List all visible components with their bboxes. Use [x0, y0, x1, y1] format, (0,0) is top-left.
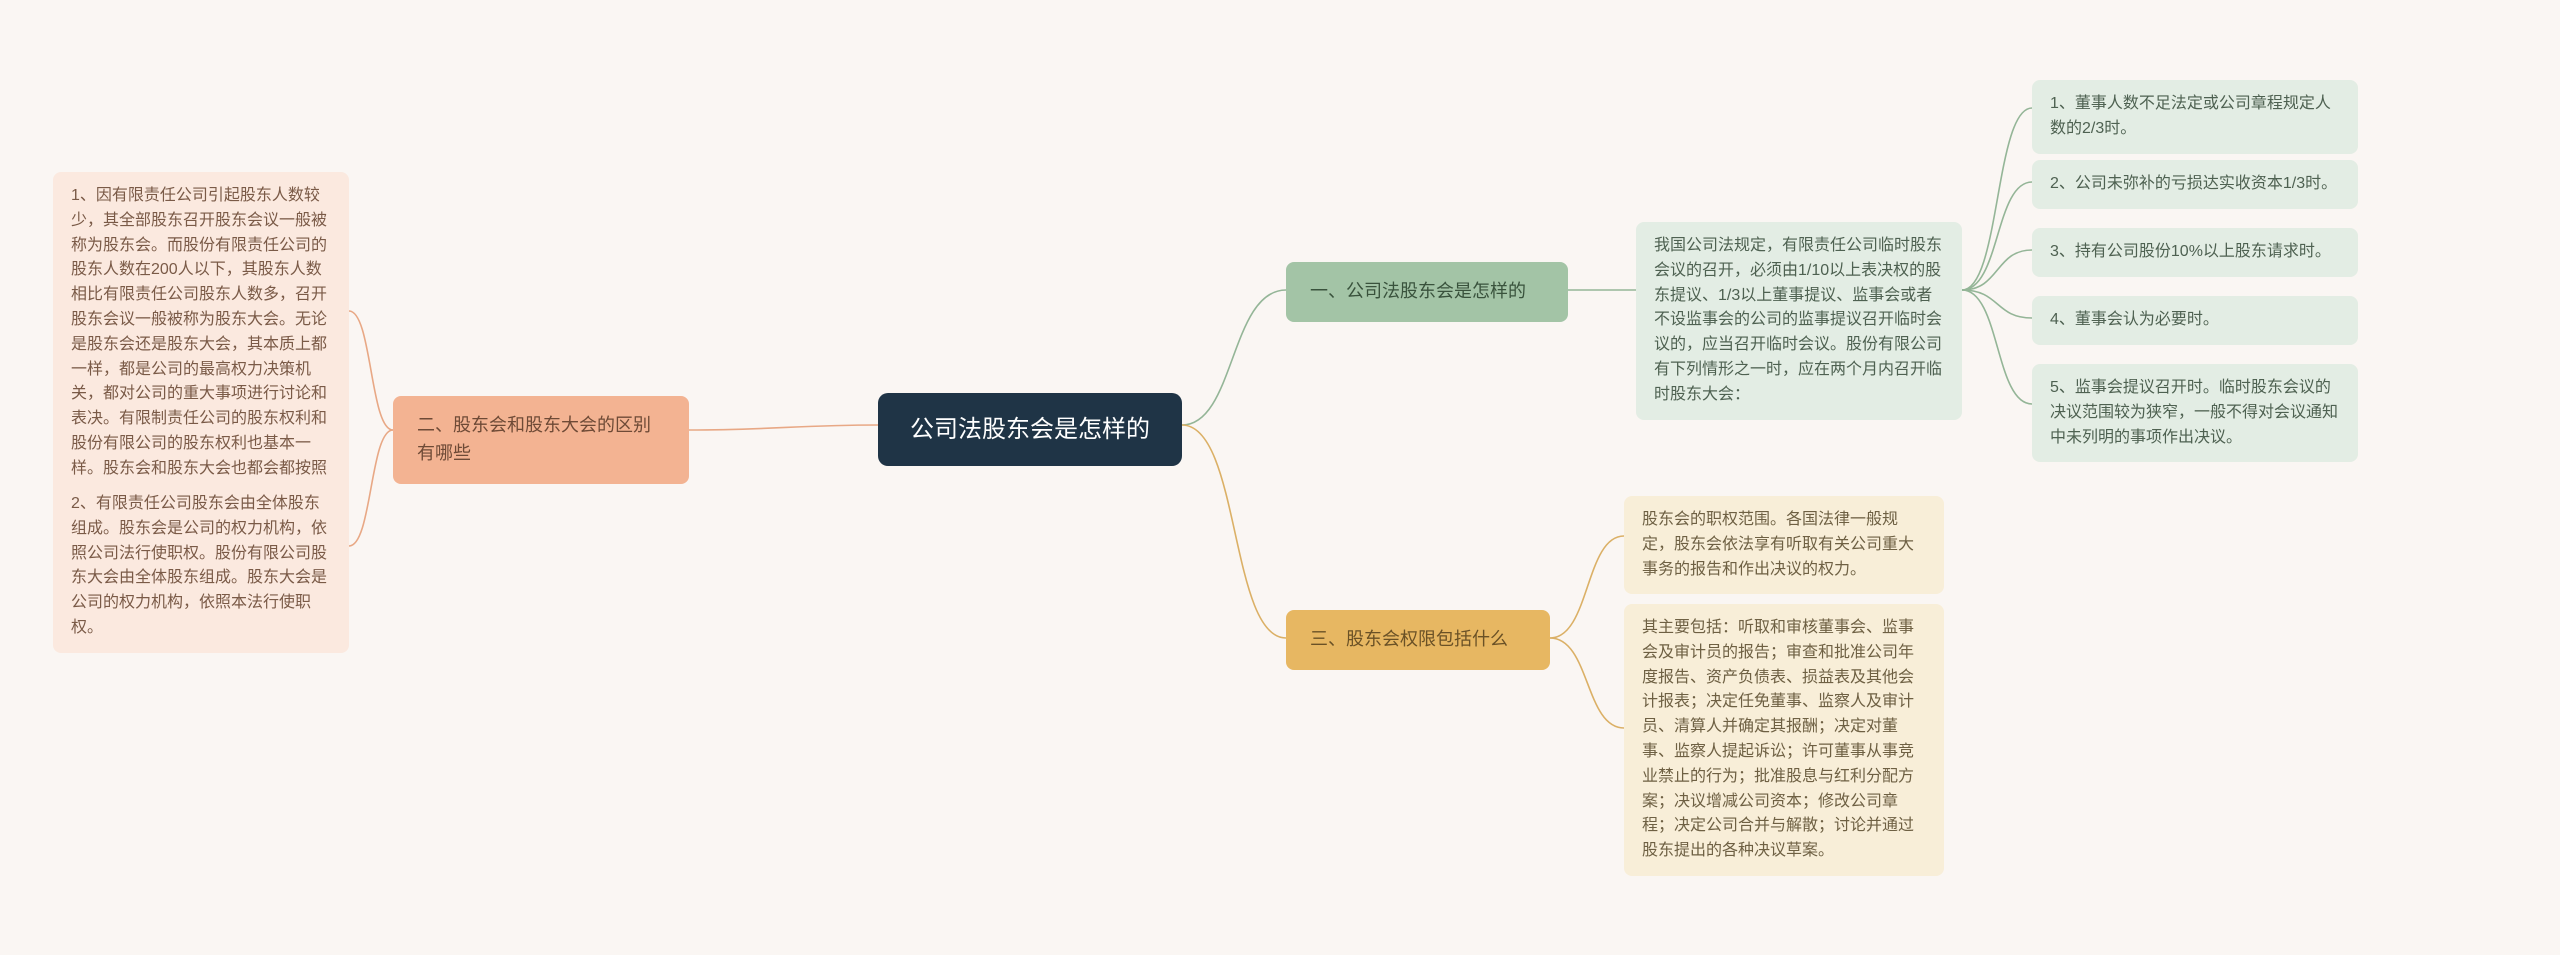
branch2-leaf[interactable]: 2、有限责任公司股东会由全体股东组成。股东会是公司的权力机构，依照公司法行使职权…: [53, 480, 349, 653]
edge: [1962, 182, 2032, 290]
branch3-label: 三、股东会权限包括什么: [1310, 629, 1508, 649]
mindmap-canvas: 公司法股东会是怎样的 一、公司法股东会是怎样的 我国公司法规定，有限责任公司临时…: [0, 0, 2560, 955]
center-label: 公司法股东会是怎样的: [910, 416, 1150, 443]
branch1-leaf[interactable]: 5、监事会提议召开时。临时股东会议的决议范围较为狭窄，一般不得对会议通知中未列明…: [2032, 364, 2358, 462]
leaf-text: 4、董事会认为必要时。: [2050, 311, 2219, 328]
branch2-leaf[interactable]: 1、因有限责任公司引起股东人数较少，其全部股东召开股东会议一般被称为股东会。而股…: [53, 172, 349, 518]
leaf-text: 其主要包括：听取和审核董事会、监事会及审计员的报告；审查和批准公司年度报告、资产…: [1642, 619, 1914, 859]
edge: [1962, 250, 2032, 290]
edge: [689, 425, 878, 430]
branch3-node[interactable]: 三、股东会权限包括什么: [1286, 610, 1550, 670]
edge: [1550, 638, 1624, 728]
branch1-leaf[interactable]: 4、董事会认为必要时。: [2032, 296, 2358, 345]
leaf-text: 3、持有公司股份10%以上股东请求时。: [2050, 243, 2331, 260]
branch3-leaf[interactable]: 股东会的职权范围。各国法律一般规定，股东会依法享有听取有关公司重大事务的报告和作…: [1624, 496, 1944, 594]
center-node[interactable]: 公司法股东会是怎样的: [878, 393, 1182, 466]
branch3-leaf[interactable]: 其主要包括：听取和审核董事会、监事会及审计员的报告；审查和批准公司年度报告、资产…: [1624, 604, 1944, 876]
leaf-text: 2、公司未弥补的亏损达实收资本1/3时。: [2050, 175, 2337, 192]
leaf-text: 股东会的职权范围。各国法律一般规定，股东会依法享有听取有关公司重大事务的报告和作…: [1642, 511, 1914, 578]
branch1-leaf[interactable]: 1、董事人数不足法定或公司章程规定人数的2/3时。: [2032, 80, 2358, 154]
branch2-label: 二、股东会和股东大会的区别有哪些: [417, 415, 651, 463]
branch1-leaf[interactable]: 3、持有公司股份10%以上股东请求时。: [2032, 228, 2358, 277]
edge: [1182, 290, 1286, 425]
branch1-leaf[interactable]: 2、公司未弥补的亏损达实收资本1/3时。: [2032, 160, 2358, 209]
branch1-detail-text: 我国公司法规定，有限责任公司临时股东会议的召开，必须由1/10以上表决权的股东提…: [1654, 237, 1942, 403]
edge: [1182, 425, 1286, 638]
branch2-node[interactable]: 二、股东会和股东大会的区别有哪些: [393, 396, 689, 484]
edge: [1550, 536, 1624, 638]
edge: [1962, 290, 2032, 318]
edge: [349, 430, 393, 546]
leaf-text: 2、有限责任公司股东会由全体股东组成。股东会是公司的权力机构，依照公司法行使职权…: [71, 495, 327, 636]
leaf-text: 1、董事人数不足法定或公司章程规定人数的2/3时。: [2050, 95, 2331, 137]
edge: [1962, 108, 2032, 290]
branch1-detail[interactable]: 我国公司法规定，有限责任公司临时股东会议的召开，必须由1/10以上表决权的股东提…: [1636, 222, 1962, 420]
leaf-text: 1、因有限责任公司引起股东人数较少，其全部股东召开股东会议一般被称为股东会。而股…: [71, 187, 327, 502]
branch1-label: 一、公司法股东会是怎样的: [1310, 281, 1526, 301]
branch1-node[interactable]: 一、公司法股东会是怎样的: [1286, 262, 1568, 322]
edge: [349, 311, 393, 430]
leaf-text: 5、监事会提议召开时。临时股东会议的决议范围较为狭窄，一般不得对会议通知中未列明…: [2050, 379, 2338, 446]
edge: [1962, 290, 2032, 404]
